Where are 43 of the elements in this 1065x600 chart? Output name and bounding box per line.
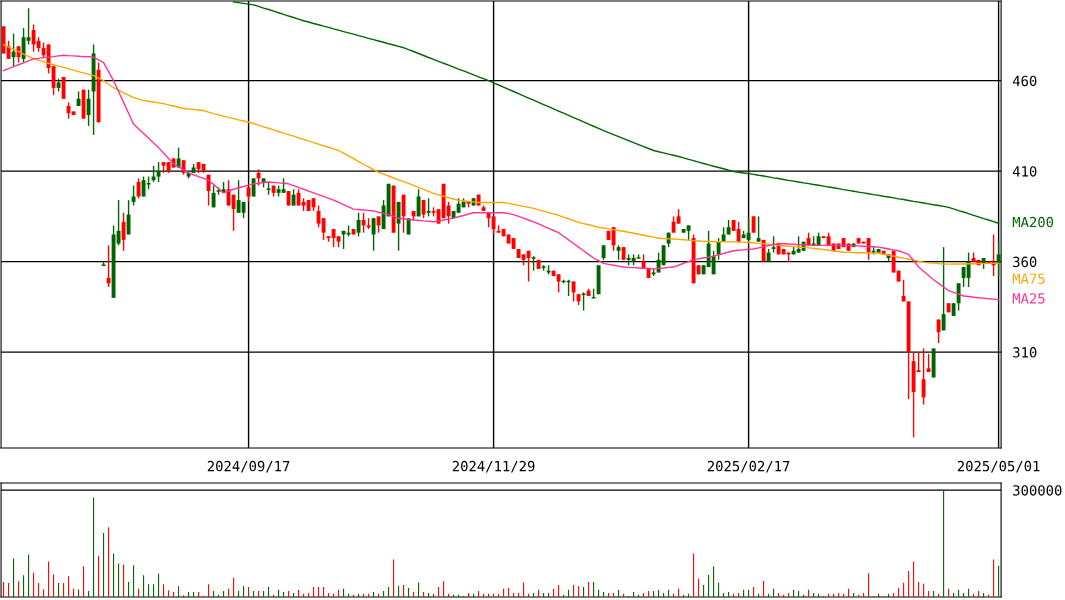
series-label: MA25 bbox=[1012, 293, 1045, 304]
candlestick bbox=[416, 188, 421, 218]
candlestick bbox=[421, 199, 426, 219]
y-tick-label: 360 bbox=[1013, 256, 1037, 268]
candlestick bbox=[121, 212, 126, 252]
x-tick-label: 2024/09/17 bbox=[207, 460, 290, 473]
x-tick-label: 2024/11/29 bbox=[452, 460, 535, 473]
candlestick bbox=[86, 89, 91, 127]
y-tick-label: 410 bbox=[1012, 166, 1037, 177]
candlestick bbox=[136, 177, 141, 199]
candlestick bbox=[126, 199, 131, 236]
candlestick bbox=[996, 241, 1001, 277]
y-tick-label: 300000 bbox=[1013, 485, 1062, 496]
candlestick bbox=[426, 197, 431, 218]
candlestick bbox=[106, 244, 111, 288]
candlestick bbox=[356, 212, 361, 237]
x-tick-label: 2025/02/17 bbox=[707, 460, 790, 473]
y-tick-label: 310 bbox=[1013, 347, 1037, 358]
series-label: MA200 bbox=[1012, 216, 1054, 228]
candlestick bbox=[11, 32, 16, 67]
candlestick bbox=[966, 251, 971, 288]
candlestick bbox=[231, 193, 236, 232]
candlestick bbox=[556, 273, 561, 294]
candlestick bbox=[131, 184, 136, 207]
candlestick bbox=[371, 217, 376, 252]
candlestick bbox=[401, 193, 406, 234]
candlestick bbox=[756, 215, 761, 243]
candlestick bbox=[396, 201, 401, 252]
candlestick bbox=[956, 282, 961, 312]
candlestick bbox=[526, 250, 531, 283]
candlestick bbox=[491, 215, 496, 236]
candlestick bbox=[921, 347, 926, 406]
y-tick-label: 460 bbox=[1012, 75, 1037, 87]
candlestick bbox=[361, 212, 366, 234]
candlestick bbox=[941, 246, 946, 332]
x-tick-label: 2025/05/01 bbox=[957, 460, 1040, 473]
candlestick bbox=[61, 76, 66, 100]
candlestick bbox=[611, 226, 616, 252]
candlestick bbox=[746, 217, 751, 241]
candlestick bbox=[156, 161, 161, 183]
candlestick bbox=[716, 237, 721, 261]
line-series bbox=[232, 1, 1000, 224]
series-label: MA75 bbox=[1012, 273, 1045, 284]
